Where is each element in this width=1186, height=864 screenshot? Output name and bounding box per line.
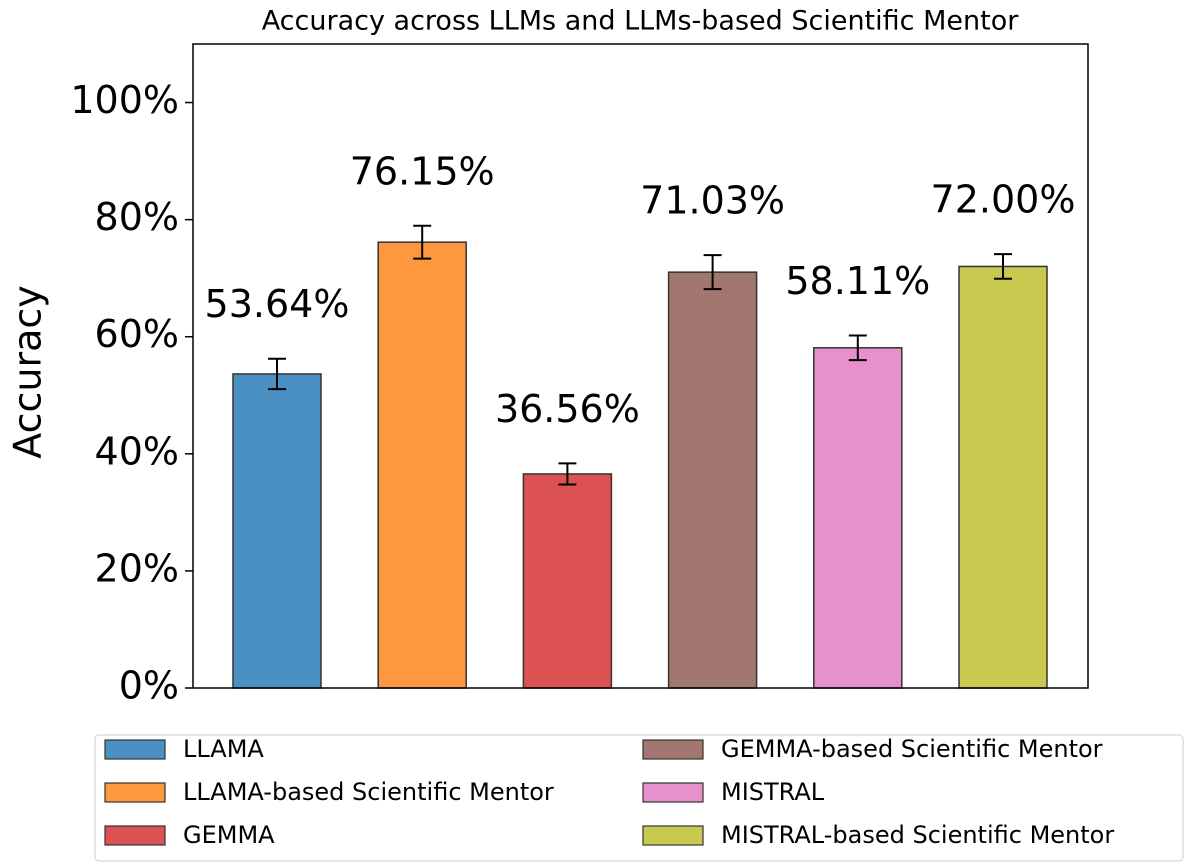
bar — [813, 347, 903, 689]
bar — [232, 373, 322, 689]
y-tick-label: 20% — [95, 546, 179, 590]
bar — [958, 265, 1048, 689]
y-tick-label: 100% — [70, 78, 179, 122]
y-tick-label: 60% — [95, 312, 179, 356]
bar — [667, 271, 758, 689]
legend-label: GEMMA — [183, 821, 275, 849]
legend-swatch — [642, 782, 704, 803]
legend-swatch — [104, 739, 166, 760]
legend-label: GEMMA-based Scientific Mentor — [721, 735, 1103, 763]
y-tick-label: 0% — [119, 664, 179, 708]
data-label: 76.15% — [350, 149, 495, 193]
legend-label: LLAMA — [183, 735, 264, 763]
y-tick-label: 80% — [95, 195, 179, 239]
y-tick-label: 40% — [95, 429, 179, 473]
data-label: 36.56% — [495, 387, 640, 431]
plot-frame — [192, 43, 1089, 689]
bar — [522, 473, 613, 689]
chart-title: Accuracy across LLMs and LLMs-based Scie… — [262, 6, 1020, 37]
data-label: 53.64% — [205, 282, 350, 326]
y-axis-label: Accuracy — [6, 285, 50, 459]
legend-swatch — [104, 782, 166, 803]
legend-label: LLAMA-based Scientific Mentor — [183, 778, 554, 806]
legend-swatch — [104, 825, 166, 846]
bar — [377, 241, 467, 689]
legend-label: MISTRAL — [721, 778, 825, 806]
legend-box — [94, 734, 1184, 862]
legend-label: MISTRAL-based Scientific Mentor — [721, 821, 1114, 849]
data-label: 72.00% — [931, 178, 1076, 222]
data-label: 71.03% — [640, 179, 785, 223]
legend-swatch — [642, 825, 704, 846]
data-label: 58.11% — [785, 259, 930, 303]
legend-swatch — [642, 739, 704, 760]
